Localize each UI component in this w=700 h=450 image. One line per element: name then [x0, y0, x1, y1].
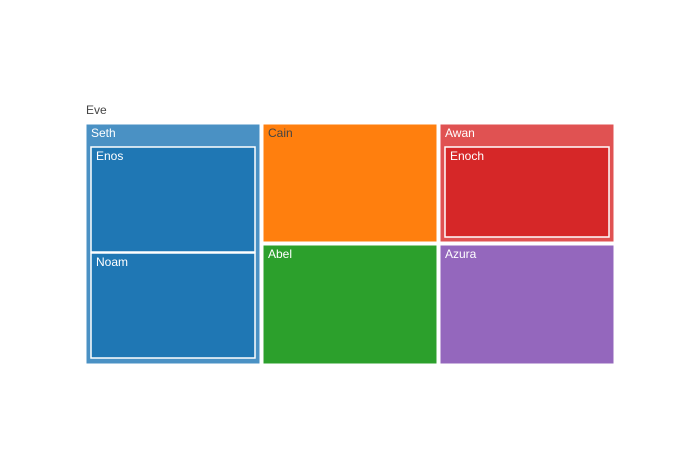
tile-label-awan: Awan	[445, 126, 475, 140]
tile-label-abel: Abel	[268, 247, 292, 261]
tile-label-azura: Azura	[445, 247, 477, 261]
tile-label-cain: Cain	[268, 126, 293, 140]
tile-label-seth: Seth	[91, 126, 116, 140]
treemap-tiles: Eve Seth Enos Noam Cain Abel Awan Enoch Azura	[85, 103, 615, 365]
tile-cain[interactable]	[262, 123, 438, 243]
tile-abel[interactable]	[262, 244, 438, 365]
tile-label-noam: Noam	[96, 255, 128, 269]
tile-label-eve: Eve	[86, 103, 107, 117]
tile-enos[interactable]	[90, 146, 256, 253]
tile-label-enoch: Enoch	[450, 149, 484, 163]
tile-label-enos: Enos	[96, 149, 123, 163]
tile-enoch[interactable]	[444, 146, 610, 238]
tile-noam[interactable]	[90, 252, 256, 359]
tile-azura[interactable]	[439, 244, 615, 365]
